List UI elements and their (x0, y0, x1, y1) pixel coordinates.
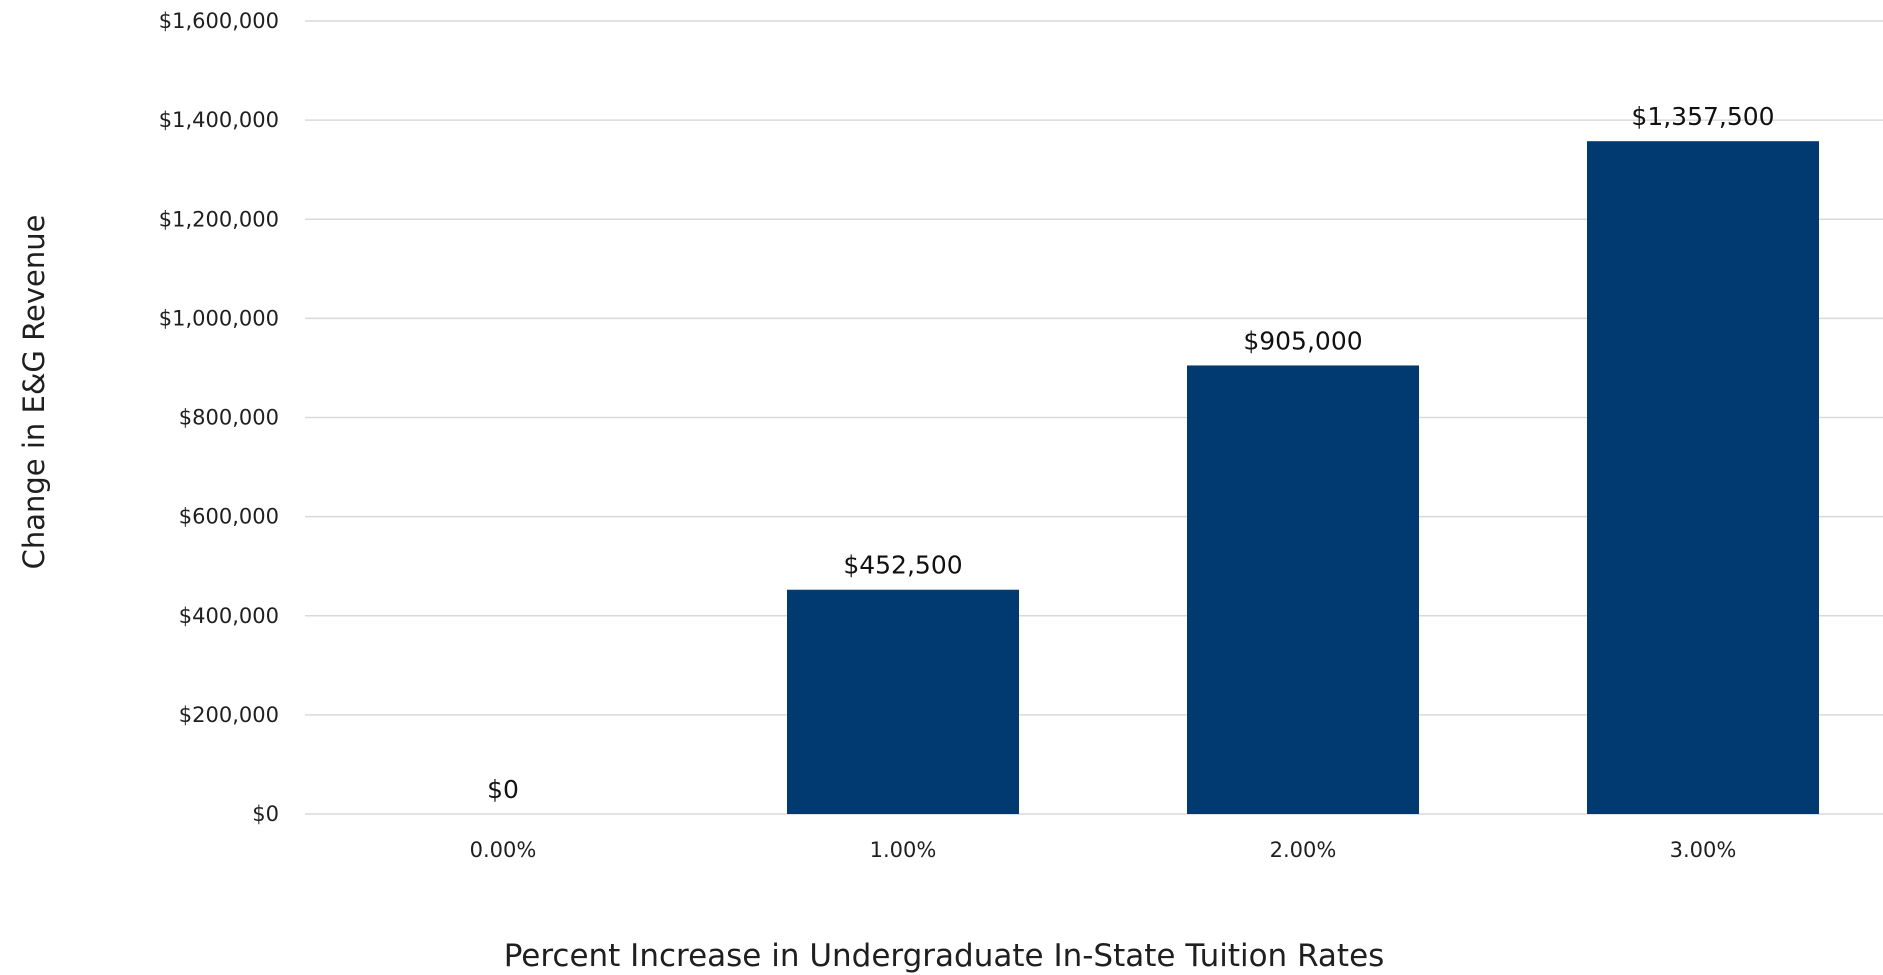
data-labels: $0 $452,500 $905,000 $1,357,500 (487, 102, 1774, 804)
x-axis-title: Percent Increase in Undergraduate In-Sta… (504, 938, 1385, 974)
data-label: $1,357,500 (1631, 102, 1774, 131)
bar (1587, 141, 1819, 814)
x-tick-label: 2.00% (1270, 838, 1337, 862)
x-tick-label: 1.00% (870, 838, 937, 862)
bars (787, 141, 1819, 814)
x-tick-label: 0.00% (470, 838, 537, 862)
y-tick-label: $1,600,000 (159, 9, 279, 33)
y-tick-label: $1,400,000 (159, 108, 279, 132)
y-tick-label: $800,000 (179, 406, 279, 430)
x-axis-tick-labels: 0.00% 1.00% 2.00% 3.00% (470, 838, 1737, 862)
x-tick-label: 3.00% (1670, 838, 1737, 862)
y-axis-title: Change in E&G Revenue (17, 215, 51, 570)
y-tick-label: $1,000,000 (159, 306, 279, 330)
y-tick-label: $400,000 (179, 604, 279, 628)
y-tick-label: $1,200,000 (159, 207, 279, 231)
data-label: $0 (487, 775, 519, 804)
y-tick-label: $0 (252, 802, 279, 826)
y-axis-tick-labels: $0 $200,000 $400,000 $600,000 $800,000 $1,000… (159, 9, 279, 826)
gridlines (305, 20, 1883, 815)
bar (1187, 365, 1419, 814)
data-label: $905,000 (1243, 326, 1362, 355)
y-tick-label: $200,000 (179, 703, 279, 727)
y-tick-label: $600,000 (179, 505, 279, 529)
bar (787, 589, 1019, 814)
data-label: $452,500 (843, 551, 962, 580)
